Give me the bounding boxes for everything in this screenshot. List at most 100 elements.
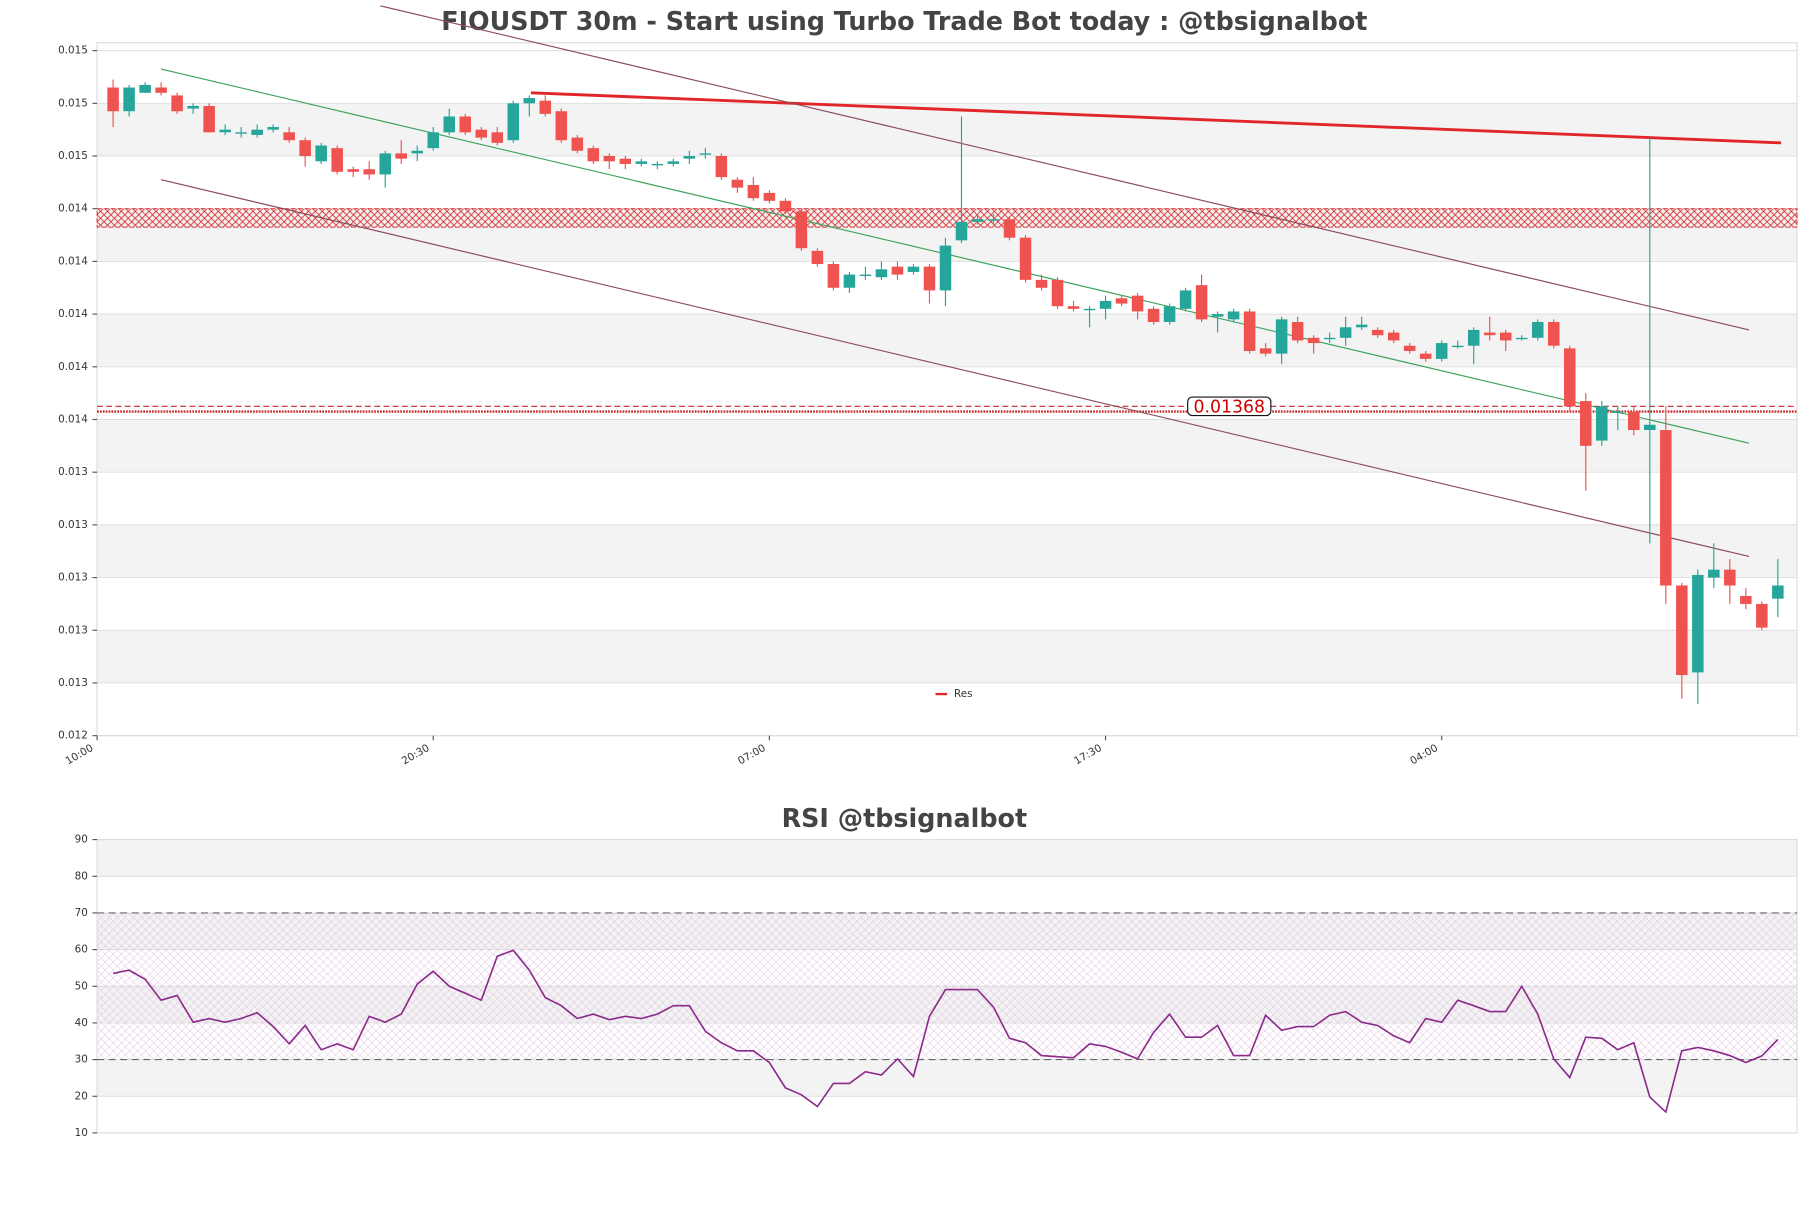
candle-body xyxy=(1483,332,1496,336)
candle-body xyxy=(1531,322,1544,338)
candle-body xyxy=(1355,324,1368,328)
candle-body xyxy=(1692,574,1704,673)
candle-body xyxy=(1243,311,1256,351)
y-tick-label: 90 xyxy=(75,834,88,846)
trend-line xyxy=(160,179,1750,558)
background-band xyxy=(97,839,1798,877)
candle-body xyxy=(987,219,1000,221)
candle-body xyxy=(1307,337,1320,344)
candle-body xyxy=(267,127,279,130)
background-band xyxy=(97,1059,1798,1097)
y-tick-label: 0.014 xyxy=(58,308,88,320)
candle-body xyxy=(1628,411,1640,431)
candle-body xyxy=(1211,314,1224,317)
candle-body xyxy=(827,264,840,288)
candle-body xyxy=(1612,411,1624,413)
candle-body xyxy=(187,105,199,109)
candle-body xyxy=(1708,569,1720,578)
candle-body xyxy=(1131,295,1144,312)
candle-body xyxy=(587,148,600,162)
candle-body xyxy=(699,153,712,155)
background-band xyxy=(97,524,1798,578)
y-tick-label: 30 xyxy=(75,1054,88,1066)
candle-body xyxy=(603,156,616,162)
candle-body xyxy=(651,163,664,166)
candle-body xyxy=(1051,279,1064,307)
candle-body xyxy=(1019,237,1032,280)
x-tick-label: 07:00 xyxy=(736,742,768,767)
candle-body xyxy=(123,87,135,112)
background-band xyxy=(97,103,1798,157)
candle-body xyxy=(459,116,472,133)
candle-body xyxy=(427,132,440,149)
y-tick-label: 0.013 xyxy=(58,572,88,584)
candle-body xyxy=(715,156,728,178)
candle-body xyxy=(475,129,488,138)
candle-body xyxy=(1227,311,1240,320)
price-label: 0.01368 xyxy=(1193,397,1265,417)
y-tick-label: 0.014 xyxy=(58,255,88,267)
y-tick-label: 0.014 xyxy=(58,361,88,373)
candle-body xyxy=(539,100,552,114)
trend-line xyxy=(160,68,1750,444)
rsi-line xyxy=(112,949,1779,1114)
candle-body xyxy=(1547,322,1560,346)
candle-body xyxy=(811,250,824,265)
candle-body xyxy=(1580,401,1592,446)
x-tick-label: 20:30 xyxy=(400,742,432,767)
candle-body xyxy=(1163,306,1176,323)
y-tick-label: 0.013 xyxy=(58,466,88,478)
price-label-box xyxy=(1187,396,1272,417)
y-tick-label: 0.014 xyxy=(58,413,88,425)
candle-body xyxy=(1419,353,1432,359)
candle-body xyxy=(219,129,231,133)
candle-body xyxy=(1451,345,1464,348)
y-tick-label: 0.013 xyxy=(58,677,88,689)
trend-line xyxy=(380,5,1750,331)
candle-body xyxy=(1435,343,1448,359)
candle-body xyxy=(1275,319,1288,354)
y-tick-label: 10 xyxy=(75,1127,88,1139)
candle-body xyxy=(315,145,327,162)
candle-body xyxy=(1371,329,1384,336)
candle-body xyxy=(1740,596,1752,604)
candle-body xyxy=(1323,337,1336,340)
candle-body xyxy=(139,84,151,93)
candle-body xyxy=(875,269,888,278)
candle-body xyxy=(1195,285,1208,320)
candle-body xyxy=(843,274,856,288)
background-band xyxy=(97,630,1798,683)
candle-body xyxy=(907,266,920,272)
candle-body xyxy=(1515,337,1528,340)
candle-body xyxy=(299,140,311,157)
candle-body xyxy=(1035,279,1048,288)
candle-body xyxy=(1179,290,1192,309)
candle-body xyxy=(795,211,808,249)
candle-body xyxy=(859,274,872,276)
candle-body xyxy=(395,153,407,159)
y-tick-label: 0.015 xyxy=(58,97,88,109)
candle-body xyxy=(1596,406,1608,441)
candle-body xyxy=(1660,430,1672,586)
candle-body xyxy=(939,245,952,291)
candle-body xyxy=(155,87,167,93)
resistance-zone xyxy=(96,208,1798,228)
candle-body xyxy=(523,98,536,104)
candle-body xyxy=(379,153,391,175)
candle-body xyxy=(891,266,904,275)
candle-body xyxy=(411,150,423,154)
candle-body xyxy=(363,169,375,175)
y-tick-label: 0.013 xyxy=(58,624,88,636)
rsi-title: RSI @tbsignalbot xyxy=(782,803,1028,833)
candle-body xyxy=(1387,332,1400,341)
candle-body xyxy=(283,132,295,141)
y-tick-label: 40 xyxy=(75,1017,88,1029)
candle-body xyxy=(507,103,520,141)
candle-body xyxy=(171,95,183,112)
candle-body xyxy=(1339,327,1352,338)
y-tick-label: 60 xyxy=(75,944,88,956)
candle-body xyxy=(251,129,263,135)
candle-body xyxy=(683,156,696,159)
y-tick-label: 0.012 xyxy=(58,730,88,742)
